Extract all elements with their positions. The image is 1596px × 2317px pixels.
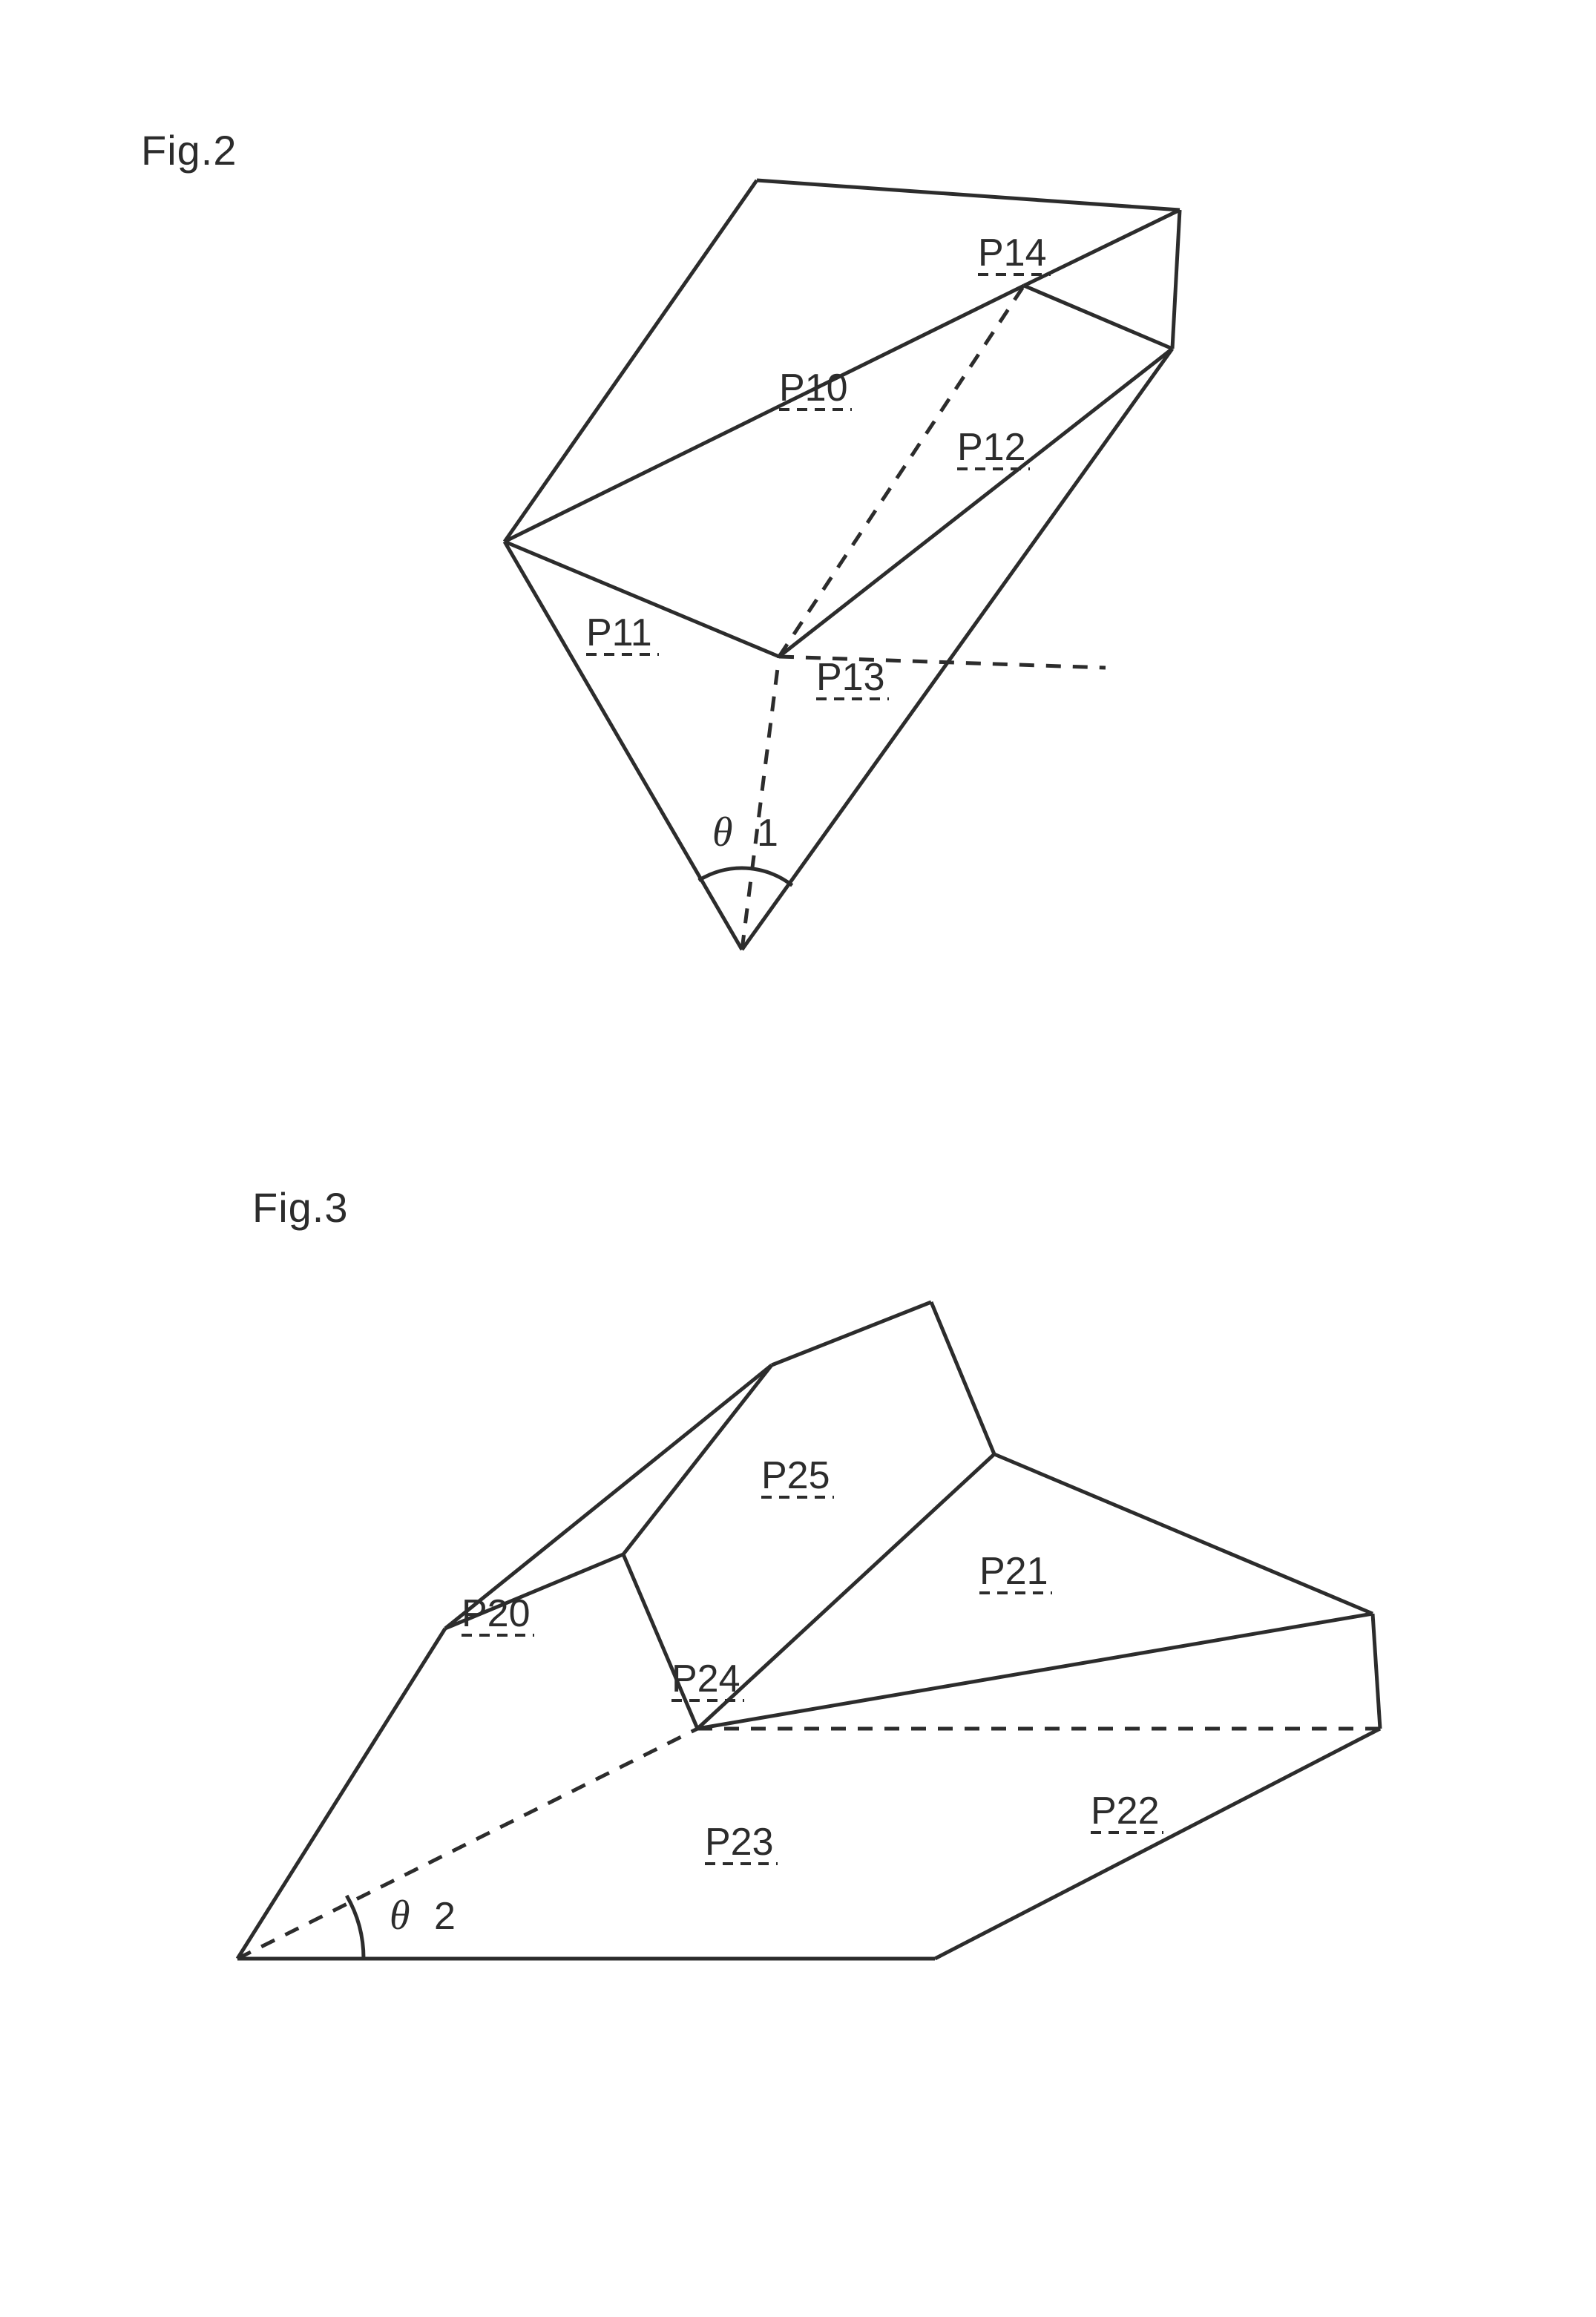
fig3-label-P21: P21	[979, 1550, 1048, 1593]
fig3-caption: Fig.3	[252, 1183, 349, 1232]
fig2-edge-D-B	[505, 286, 1024, 542]
fig3-edge-H-I	[931, 1302, 994, 1454]
fig3-edge-A-D	[237, 1729, 697, 1959]
fig3-edge-G-H	[772, 1302, 931, 1365]
fig2-angle-arc	[699, 868, 792, 885]
fig2-label-P13: P13	[816, 656, 885, 699]
fig2-caption: Fig.2	[141, 126, 237, 174]
fig3-diagram: P20 P21 P22 P23 P24 P25 θ 2	[119, 1261, 1454, 2018]
fig2-edge-G-F	[1172, 210, 1180, 349]
fig3-edge-F-G	[445, 1365, 772, 1629]
fig2-edge-B-E	[505, 180, 757, 542]
fig2-label-P11: P11	[586, 611, 652, 654]
fig2-theta-num: 1	[757, 812, 778, 855]
fig2-edge-E-G	[757, 180, 1180, 210]
fig3-edge-A-F	[237, 1629, 445, 1959]
fig3-label-P24: P24	[671, 1657, 740, 1700]
fig3-edge-J-C	[1373, 1614, 1380, 1729]
fig2-edge-G-D	[1024, 210, 1180, 286]
fig2-label-P12: P12	[957, 426, 1026, 469]
fig3-label-P22: P22	[1091, 1789, 1160, 1833]
fig3-edge-B-C	[935, 1729, 1380, 1959]
fig3-theta-symbol: θ	[390, 1893, 410, 1939]
fig2-label-P10: P10	[779, 367, 848, 410]
fig3-label-P20: P20	[462, 1592, 531, 1635]
fig2-theta-symbol: θ	[712, 809, 733, 855]
fig3-edge-E-D	[623, 1554, 697, 1729]
fig2-edge-C-D	[779, 286, 1024, 657]
fig3-theta-num: 2	[434, 1895, 456, 1938]
fig3-angle-arc	[347, 1896, 364, 1959]
fig2-label-P14: P14	[978, 231, 1047, 275]
fig3-edge-D-J	[697, 1614, 1373, 1729]
fig3-edge-E-G	[623, 1365, 772, 1554]
fig3-label-P25: P25	[761, 1454, 830, 1497]
fig3-edge-I-J	[994, 1454, 1373, 1614]
fig3-label-P23: P23	[705, 1821, 774, 1864]
fig2-edge-A-B	[505, 542, 742, 950]
fig2-edge-D-F	[1024, 286, 1172, 349]
fig2-diagram: P10 P11 P12 P13 P14 θ 1	[326, 171, 1217, 1002]
